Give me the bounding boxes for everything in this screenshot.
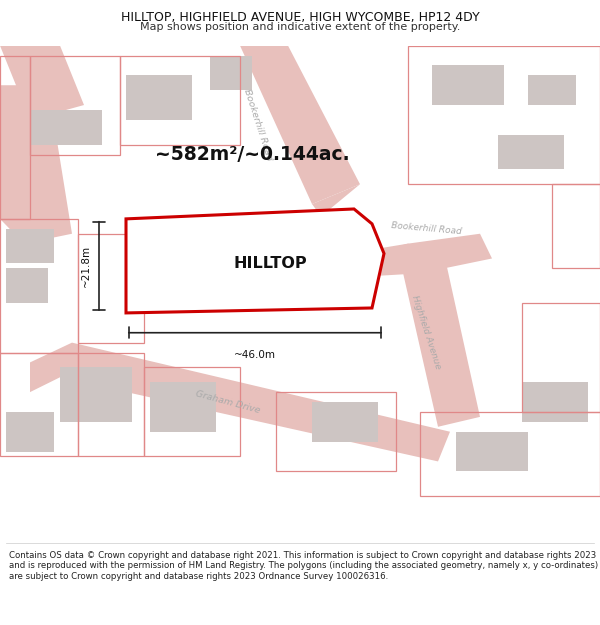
Text: Highfield Avenue: Highfield Avenue: [410, 295, 442, 371]
Polygon shape: [0, 46, 84, 120]
Polygon shape: [372, 244, 480, 427]
Text: HILLTOP, HIGHFIELD AVENUE, HIGH WYCOMBE, HP12 4DY: HILLTOP, HIGHFIELD AVENUE, HIGH WYCOMBE,…: [121, 11, 479, 24]
Text: ~46.0m: ~46.0m: [234, 350, 276, 360]
Polygon shape: [432, 66, 504, 105]
Polygon shape: [30, 342, 450, 461]
Polygon shape: [60, 368, 132, 422]
Text: Bookerhill Road: Bookerhill Road: [242, 88, 274, 162]
Polygon shape: [6, 412, 54, 451]
Text: Contains OS data © Crown copyright and database right 2021. This information is : Contains OS data © Crown copyright and d…: [9, 551, 598, 581]
Text: HILLTOP: HILLTOP: [233, 256, 307, 271]
Polygon shape: [0, 85, 72, 244]
Polygon shape: [312, 402, 378, 442]
Polygon shape: [6, 268, 48, 303]
Polygon shape: [498, 135, 564, 169]
Polygon shape: [528, 76, 576, 105]
Polygon shape: [240, 46, 360, 204]
Text: Graham Drive: Graham Drive: [194, 389, 262, 415]
Text: ~21.8m: ~21.8m: [81, 245, 91, 287]
Polygon shape: [456, 432, 528, 471]
Polygon shape: [6, 229, 54, 263]
Text: ~582m²/~0.144ac.: ~582m²/~0.144ac.: [155, 145, 349, 164]
Polygon shape: [126, 209, 384, 313]
Polygon shape: [522, 382, 588, 422]
Polygon shape: [144, 234, 216, 283]
Polygon shape: [150, 382, 216, 432]
Polygon shape: [126, 76, 192, 120]
Text: Map shows position and indicative extent of the property.: Map shows position and indicative extent…: [140, 22, 460, 32]
Polygon shape: [30, 110, 102, 144]
Polygon shape: [300, 184, 492, 278]
Text: Bookerhill Road: Bookerhill Road: [391, 221, 461, 236]
Polygon shape: [234, 244, 306, 283]
Polygon shape: [210, 56, 252, 90]
